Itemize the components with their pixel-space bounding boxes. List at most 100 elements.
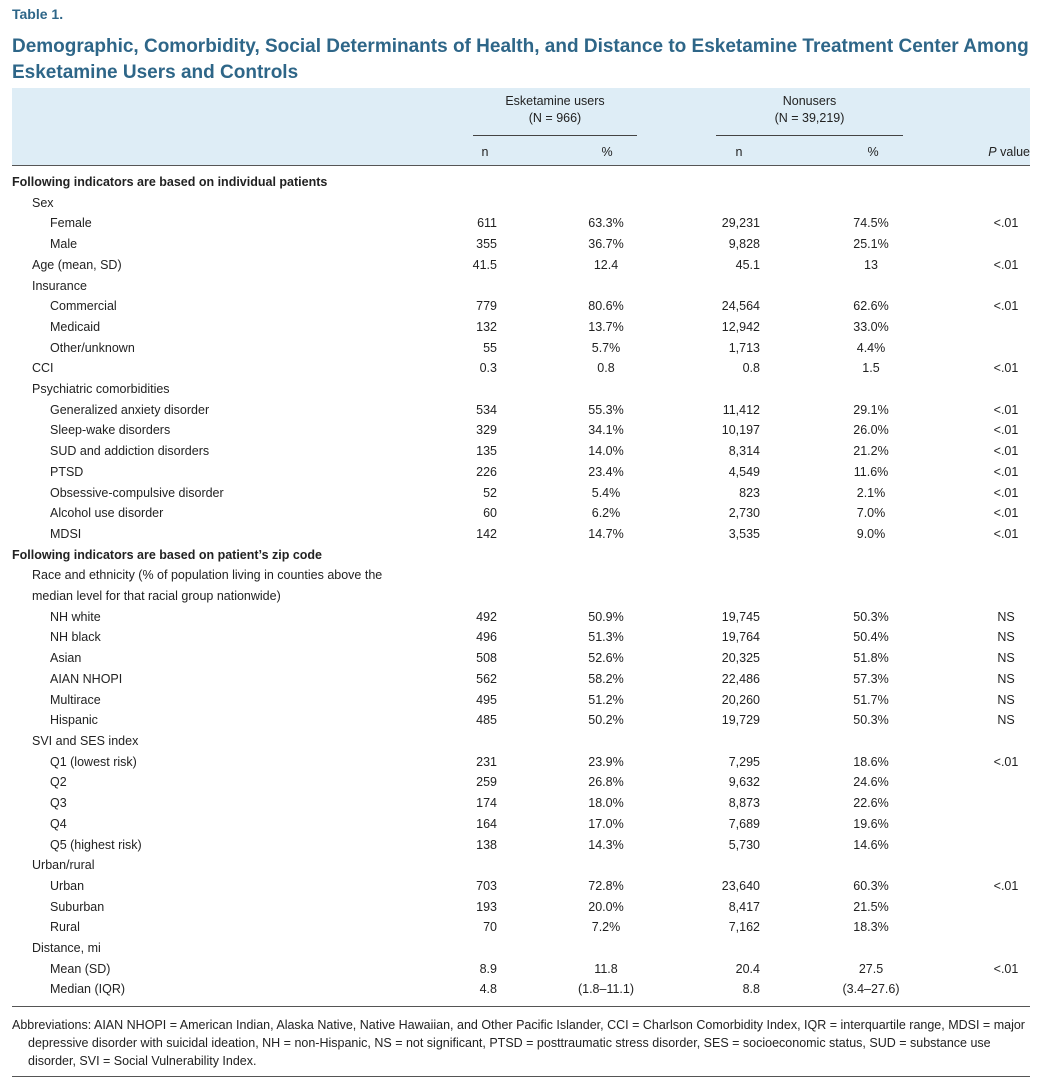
row-label: Suburban <box>50 899 105 914</box>
cell-value: 36.7% <box>588 237 624 252</box>
table-row: SVI and SES index <box>0 731 1042 752</box>
cell-value: 142 <box>476 526 497 541</box>
cell-value: 7,295 <box>728 754 760 769</box>
cell-value: <.01 <box>993 526 1019 541</box>
row-label: SUD and addiction disorders <box>50 444 210 459</box>
cell-value: 5,730 <box>728 837 760 852</box>
cell-value: 14.0% <box>588 444 624 459</box>
cell-value: 6.2% <box>591 506 621 521</box>
cell-value: 0.3 <box>479 361 497 376</box>
cell-value: 50.2% <box>588 713 624 728</box>
cell-value: 4,549 <box>728 464 760 479</box>
cell-value: 19,729 <box>721 713 760 728</box>
table-row: Generalized anxiety disorder 534 55.3% 11,4… <box>0 400 1042 421</box>
cell-value: 20.4 <box>735 961 760 976</box>
cell-value: 7,162 <box>728 920 760 935</box>
cell-value: 0.8 <box>597 361 615 376</box>
cell-value: 5.7% <box>591 340 621 355</box>
cell-value: 8,314 <box>728 444 760 459</box>
cell-value: 138 <box>476 837 497 852</box>
cell-value: 22,486 <box>721 671 760 686</box>
cell-value: NS <box>997 713 1015 728</box>
cell-value: 55.3% <box>588 402 624 417</box>
cell-value: 7.2% <box>591 920 621 935</box>
cell-value: 496 <box>476 630 497 645</box>
table-row: Insurance <box>0 276 1042 297</box>
cell-value: 80.6% <box>588 299 624 314</box>
cell-value: 19,745 <box>721 609 760 624</box>
cell-value: 13.7% <box>588 319 624 334</box>
cell-value: 14.7% <box>588 526 624 541</box>
row-label: Urban/rural <box>32 858 95 873</box>
table-row: CCI 0.3 0.8 0.8 1.5 <.01 <box>0 358 1042 379</box>
cell-value: 17.0% <box>588 816 624 831</box>
cell-value: 52 <box>483 485 497 500</box>
cell-value: 485 <box>476 713 497 728</box>
table-row: Rural 70 7.2% 7,162 18.3% <box>0 917 1042 938</box>
table-row: Race and ethnicity (% of population livi… <box>0 565 1042 606</box>
cell-value: <.01 <box>993 402 1019 417</box>
cell-value: (1.8–11.1) <box>577 982 635 997</box>
table-row: Alcohol use disorder 60 6.2% 2,730 7.0% <.01 <box>0 503 1042 524</box>
row-label: NH white <box>50 609 101 624</box>
row-label: Psychiatric comorbidities <box>32 382 170 397</box>
cell-value: <.01 <box>993 216 1019 231</box>
cell-value: 13 <box>864 257 878 272</box>
row-label: Q3 <box>50 796 67 811</box>
row-label: Obsessive-compulsive disorder <box>50 485 224 500</box>
cell-value: 11,412 <box>722 402 760 417</box>
table-row: Multirace 495 51.2% 20,260 51.7% NS <box>0 690 1042 711</box>
table-row: SUD and addiction disorders 135 14.0% 8,314… <box>0 441 1042 462</box>
cell-value: 703 <box>476 878 497 893</box>
row-label: Other/unknown <box>50 340 135 355</box>
cell-value: 11.8 <box>594 961 618 976</box>
cell-value: 20,260 <box>721 692 760 707</box>
section-title: Following indicators are based on patien… <box>12 547 322 562</box>
cell-value: 26.8% <box>588 775 624 790</box>
cell-value: 534 <box>476 402 497 417</box>
table-row: Age (mean, SD) 41.5 12.4 45.1 13 <.01 <box>0 255 1042 276</box>
cell-value: 7.0% <box>856 506 886 521</box>
cell-value: 24.6% <box>853 775 889 790</box>
cell-value: 27.5 <box>858 961 884 976</box>
row-label: Mean (SD) <box>50 961 111 976</box>
cell-value: 562 <box>476 671 497 686</box>
row-label: Q1 (lowest risk) <box>50 754 137 769</box>
row-label: PTSD <box>50 464 84 479</box>
cell-value: 8.8 <box>742 982 760 997</box>
table-row: AIAN NHOPI 562 58.2% 22,486 57.3% NS <box>0 669 1042 690</box>
cell-value: <.01 <box>993 444 1019 459</box>
row-label: Insurance <box>32 278 87 293</box>
cell-value: 50.3% <box>853 713 889 728</box>
table-row: Q2 259 26.8% 9,632 24.6% <box>0 772 1042 793</box>
cell-value: 132 <box>476 319 497 334</box>
group-size: (N = 966) <box>528 111 582 125</box>
cell-value: NS <box>997 651 1015 666</box>
cell-value: 1,713 <box>728 340 760 355</box>
cell-value: 4.8 <box>479 982 497 997</box>
cell-value: 50.4% <box>853 630 889 645</box>
table-row: Q1 (lowest risk) 231 23.9% 7,295 18.6% <.01 <box>0 752 1042 773</box>
cell-value: 22.6% <box>853 796 889 811</box>
row-label: Alcohol use disorder <box>50 506 164 521</box>
table-row: Medicaid 132 13.7% 12,942 33.0% <box>0 317 1042 338</box>
row-label: Generalized anxiety disorder <box>50 402 210 417</box>
table-row: Commercial 779 80.6% 24,564 62.6% <.01 <box>0 296 1042 317</box>
cell-value: <.01 <box>993 464 1019 479</box>
cell-value: <.01 <box>993 361 1019 376</box>
cell-value: 3,535 <box>728 526 760 541</box>
cell-value: <.01 <box>993 878 1019 893</box>
table-header: Esketamine users (N = 966) Nonusers (N =… <box>12 88 1030 166</box>
cell-value: 14.3% <box>588 837 624 852</box>
group-header: Esketamine users (N = 966) <box>473 93 637 127</box>
cell-value: 51.7% <box>853 692 889 707</box>
table-row: Mean (SD) 8.9 11.8 20.4 27.5 <.01 <box>0 959 1042 980</box>
table-body: Following indicators are based on indivi… <box>0 172 1042 1000</box>
table-row: Sex <box>0 193 1042 214</box>
cell-value: 174 <box>476 796 497 811</box>
cell-value: 329 <box>476 423 497 438</box>
footnote: Abbreviations: AIAN NHOPI = American Ind… <box>12 1018 1025 1068</box>
cell-value: 23.4% <box>588 464 624 479</box>
cell-value: 58.2% <box>588 671 624 686</box>
